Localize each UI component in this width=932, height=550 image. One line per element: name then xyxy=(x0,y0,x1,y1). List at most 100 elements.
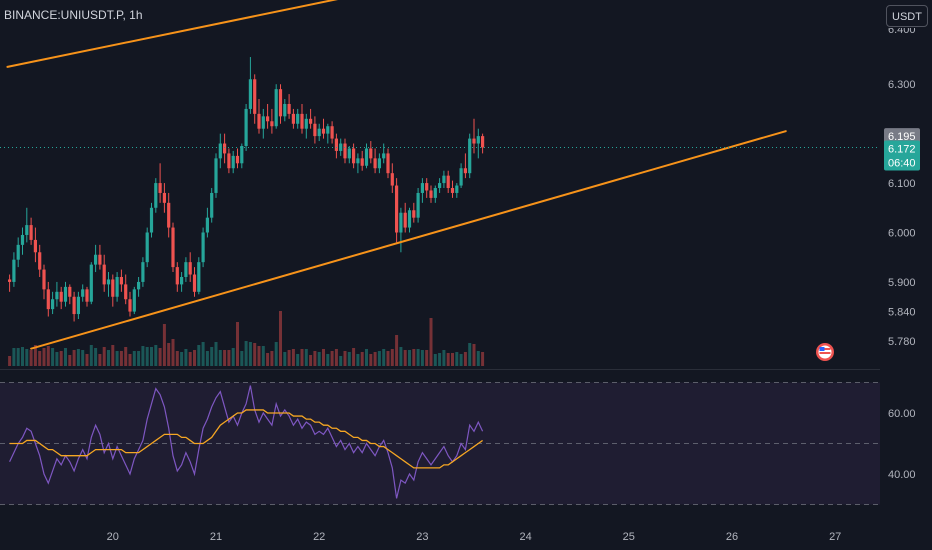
volume-bar xyxy=(223,350,227,366)
volume-bar xyxy=(29,350,33,366)
candle xyxy=(119,276,123,285)
time-tick: 20 xyxy=(107,531,119,543)
prev-close-badge xyxy=(884,128,920,145)
candle xyxy=(59,291,63,302)
flag-icon[interactable] xyxy=(816,343,834,361)
volume-bar xyxy=(283,352,287,366)
volume-bar xyxy=(317,352,321,366)
candle xyxy=(192,274,197,292)
volume-bar xyxy=(459,354,463,366)
volume-bar xyxy=(356,354,360,366)
candle xyxy=(98,254,102,265)
candle xyxy=(38,252,42,270)
candle xyxy=(420,183,424,193)
candle xyxy=(291,113,295,124)
volume-bar xyxy=(115,351,119,366)
volume-bar xyxy=(403,350,407,366)
candle xyxy=(321,128,326,134)
volume-bar xyxy=(46,346,50,366)
candle xyxy=(231,155,235,169)
volume-bar xyxy=(154,345,158,366)
volume-bar xyxy=(468,343,472,366)
candle xyxy=(244,108,248,146)
candle xyxy=(106,279,111,285)
volume-bar xyxy=(150,347,153,366)
candle xyxy=(46,289,50,310)
volume-bar xyxy=(300,349,304,366)
time-tick: 22 xyxy=(313,531,325,543)
volume-bar xyxy=(107,350,110,366)
time-tick: 24 xyxy=(519,531,531,543)
candle xyxy=(89,264,93,302)
volume-bar xyxy=(472,344,476,366)
candles[interactable] xyxy=(8,57,485,322)
volume-bar xyxy=(175,351,179,366)
candle xyxy=(76,296,80,315)
candle xyxy=(270,121,274,127)
candle xyxy=(137,281,141,290)
rsi-tick: 60.00 xyxy=(888,408,916,420)
candle xyxy=(115,276,119,297)
volume-bar xyxy=(261,346,265,366)
candle xyxy=(167,202,171,228)
volume-bar xyxy=(253,343,257,366)
volume-bar xyxy=(416,349,420,366)
volume-bar xyxy=(205,351,209,366)
candle xyxy=(481,136,485,148)
rsi-pane[interactable] xyxy=(0,382,880,505)
price-tick: 6.300 xyxy=(888,79,916,91)
time-axis[interactable]: 20 21 22 23 24 25 26 27 xyxy=(107,531,842,543)
volume-bar xyxy=(236,322,239,366)
volume-bar xyxy=(240,351,244,366)
currency-button[interactable]: USDT xyxy=(886,5,928,27)
price-tick: 5.840 xyxy=(888,307,916,319)
candle xyxy=(227,153,231,169)
candle xyxy=(210,192,214,218)
candle xyxy=(476,136,480,144)
candle xyxy=(240,145,244,164)
volume-bar xyxy=(231,348,235,366)
candle xyxy=(304,118,308,129)
candle xyxy=(364,148,369,166)
candle xyxy=(450,188,455,193)
volume-bar xyxy=(420,350,424,366)
price-tick: 6.000 xyxy=(888,228,916,240)
volume-bar xyxy=(145,347,149,366)
candle xyxy=(235,155,240,164)
volume-bar xyxy=(373,352,377,366)
candle xyxy=(369,148,373,159)
candle xyxy=(278,89,283,117)
volume-bar xyxy=(8,356,12,366)
candle xyxy=(197,262,201,292)
volume-bar xyxy=(21,347,24,366)
candle xyxy=(171,227,175,268)
volume-bar xyxy=(25,349,29,366)
volume-bar xyxy=(446,353,450,366)
volume-bar xyxy=(322,349,325,366)
time-tick: 25 xyxy=(623,531,635,543)
candle xyxy=(111,279,115,297)
candle xyxy=(257,113,261,129)
candle xyxy=(395,185,399,233)
flag-stripe xyxy=(819,348,831,350)
candle xyxy=(81,289,85,297)
candle xyxy=(313,123,317,137)
volume-bar xyxy=(12,348,16,366)
volume-bar xyxy=(481,352,485,366)
volume-bar xyxy=(64,348,67,366)
volume-bar xyxy=(343,351,347,366)
volume-bar xyxy=(313,351,317,366)
volume-bar xyxy=(201,342,205,366)
volume-bar xyxy=(197,345,201,366)
candle xyxy=(154,183,158,208)
candle xyxy=(162,192,166,203)
volume-bar xyxy=(309,355,313,366)
candle xyxy=(214,158,218,193)
last-price-label: 6.172 xyxy=(888,143,916,155)
trendlines[interactable] xyxy=(6,0,787,350)
volume-bars xyxy=(8,311,485,366)
candle xyxy=(201,232,205,263)
candle xyxy=(128,299,132,312)
volume-bar xyxy=(180,352,184,366)
